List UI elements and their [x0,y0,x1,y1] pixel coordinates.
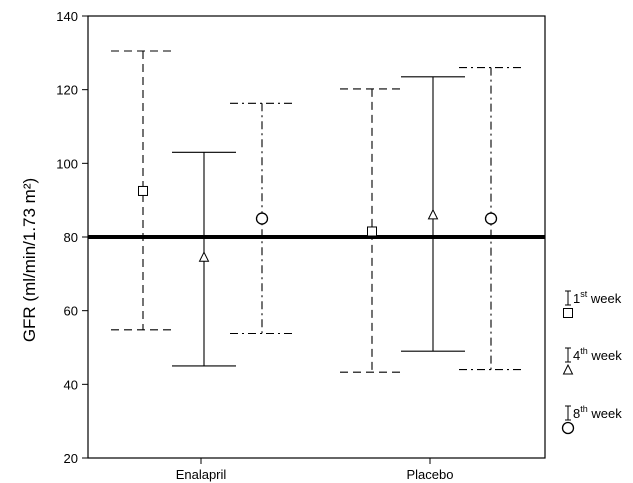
legend-marker-square [563,308,573,318]
mean-marker-square [138,185,148,196]
legend-ordinal-suffix: th [580,404,588,414]
legend-ordinal: 4 [573,348,580,363]
legend-ordinal-suffix: th [580,346,588,356]
mean-marker-circle [484,212,498,225]
y-tick-label: 80 [64,230,78,245]
legend-label: 4th week [573,346,622,363]
legend-ordinal: 8 [573,406,580,421]
x-tick-label: Enalapril [176,467,227,482]
y-tick-label: 140 [56,9,78,24]
y-axis-label: GFR (ml/min/1.73 m²) [20,178,39,342]
error-bars [111,50,523,373]
y-tick-label: 40 [64,377,78,392]
legend-label: 8th week [573,404,622,421]
y-tick-label: 120 [56,83,78,98]
legend-word: week [588,348,622,363]
mean-marker-triangle [198,251,210,262]
x-tick-label: Placebo [407,467,454,482]
mean-marker-triangle [427,208,439,220]
legend-ordinal: 1 [573,291,580,306]
mean-marker-circle [255,212,269,225]
legend-label: 1st week [573,289,622,306]
y-tick-label: 100 [56,156,78,171]
legend-word: week [588,406,622,421]
y-tick-label: 20 [64,451,78,466]
legend-ordinal-suffix: st [580,289,588,299]
legend-word: week [587,291,621,306]
mean-markers [138,185,498,262]
legend-marker-circle [561,421,575,435]
legend-marker-triangle [562,363,574,375]
y-axis-ticks: 20 40 60 80 100 120 140 [56,9,88,466]
x-axis-ticks: Enalapril Placebo [176,458,454,482]
mean-marker-square [367,226,377,237]
y-tick-label: 60 [64,304,78,319]
